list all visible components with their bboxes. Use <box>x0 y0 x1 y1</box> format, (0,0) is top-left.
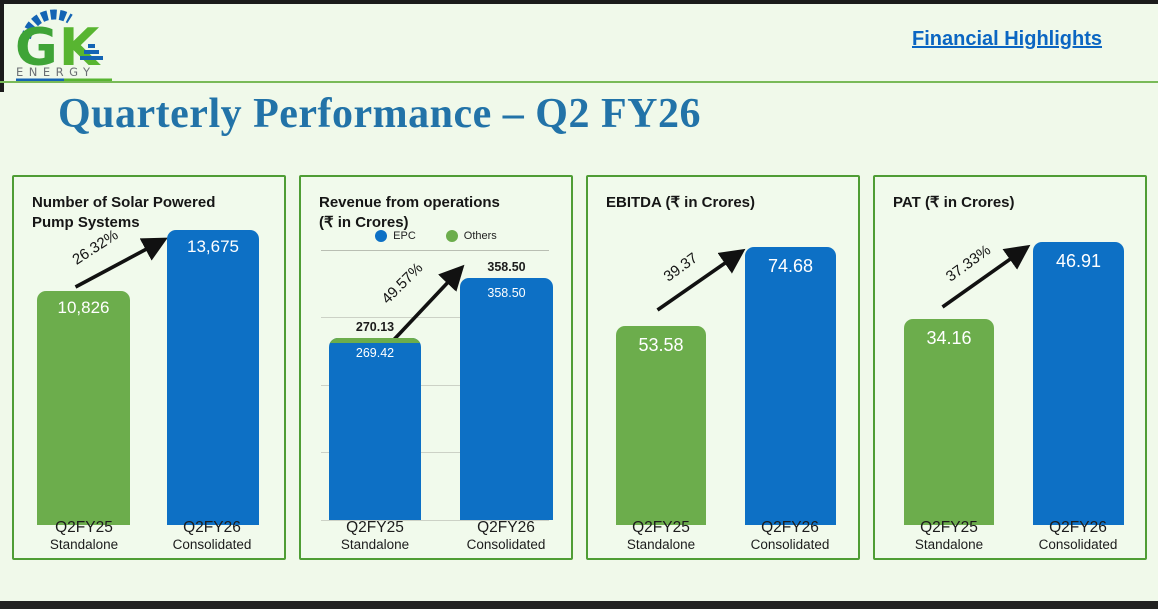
x-axis-label-q2fy26: Q2FY26 Consolidated <box>1008 518 1148 554</box>
chart-title-line1: Number of Solar Powered <box>32 194 216 211</box>
bar-q2fy26-stacked[interactable]: 358.50 358.50 <box>460 260 553 520</box>
legend-item-epc: EPC <box>375 230 416 242</box>
x-label-period: Q2FY26 <box>477 518 535 536</box>
gridline-400 <box>321 250 549 251</box>
bar-total-label: 358.50 <box>487 260 526 274</box>
gridline-0 <box>321 520 549 521</box>
growth-percentage: 49.57% <box>378 259 427 308</box>
epc-legend-dot-icon <box>375 230 388 242</box>
x-label-period: Q2FY26 <box>761 518 819 536</box>
growth-percentage: 39.37 <box>660 249 701 286</box>
chart-title-line1: PAT (₹ in Crores) <box>893 194 1015 211</box>
legend-label: Others <box>463 230 497 242</box>
window-edge-top <box>0 0 1158 4</box>
x-axis-label-q2fy25: Q2FY25 Standalone <box>591 518 731 554</box>
chart-panel-revenue: Revenue from operations (₹ in Crores) EP… <box>299 175 573 560</box>
x-label-period: Q2FY25 <box>920 518 978 536</box>
chart-panel-pump-systems: Number of Solar Powered Pump Systems 26.… <box>12 175 286 560</box>
x-axis-label-q2fy26: Q2FY26 Consolidated <box>436 518 576 554</box>
chart-title-line1: EBITDA (₹ in Crores) <box>606 194 755 211</box>
chart-title: Number of Solar Powered Pump Systems <box>32 193 274 234</box>
chart-title: EBITDA (₹ in Crores) <box>606 193 848 213</box>
x-label-basis: Standalone <box>49 537 119 553</box>
chart-title: Revenue from operations (₹ in Crores) <box>319 193 561 232</box>
bar-value-label: 34.16 <box>926 328 972 348</box>
header: G K ENERGY Financial Highlights <box>0 4 1158 82</box>
x-label-period: Q2FY26 <box>1049 518 1107 536</box>
x-label-basis: Consolidated <box>750 537 830 553</box>
page-title: Quarterly Performance – Q2 FY26 <box>58 91 701 137</box>
x-label-period: Q2FY25 <box>346 518 404 536</box>
bar-q2fy25[interactable]: 34.16 <box>904 319 994 525</box>
gridline-100 <box>321 452 549 453</box>
x-label-period: Q2FY25 <box>632 518 690 536</box>
x-axis-label-q2fy25: Q2FY25 Standalone <box>879 518 1019 554</box>
bar-total-label: 270.13 <box>355 320 395 334</box>
chart-title-line1: Revenue from operations <box>319 194 500 211</box>
bar-q2fy26[interactable]: 46.91 <box>1033 242 1124 525</box>
epc-value-label: 269.42 <box>355 346 395 360</box>
bar-value-label: 13,675 <box>187 237 239 256</box>
x-label-basis: Consolidated <box>466 537 546 553</box>
bar-value-label: 46.91 <box>1055 251 1102 271</box>
x-label-basis: Consolidated <box>172 537 252 553</box>
window-edge-bottom <box>0 601 1158 609</box>
x-axis-label-q2fy25: Q2FY25 Standalone <box>305 518 445 554</box>
gk-energy-logo-icon: G K ENERGY <box>15 9 112 82</box>
chart-panel-pat: PAT (₹ in Crores) 37.33% 34.16 46.91 Q2F… <box>873 175 1147 560</box>
legend: EPC Others <box>301 230 571 242</box>
svg-text:ENERGY: ENERGY <box>16 65 96 79</box>
bar-value-label: 10,826 <box>57 298 110 317</box>
financial-highlights-link[interactable]: Financial Highlights <box>911 28 1102 50</box>
pyramid-icon <box>80 44 103 60</box>
x-label-period: Q2FY26 <box>183 518 241 536</box>
x-label-period: Q2FY25 <box>55 518 113 536</box>
others-legend-dot-icon <box>445 230 458 242</box>
x-label-basis: Standalone <box>914 537 984 553</box>
bar-q2fy26[interactable]: 74.68 <box>745 247 836 525</box>
x-label-basis: Standalone <box>340 537 410 553</box>
legend-item-others: Others <box>445 230 497 242</box>
epc-value-label: 358.50 <box>487 286 526 300</box>
x-label-basis: Consolidated <box>1038 537 1118 553</box>
company-logo: G K ENERGY <box>14 8 118 87</box>
bar-q2fy26[interactable]: 13,675 <box>167 230 259 525</box>
growth-percentage: 37.33% <box>942 241 995 286</box>
svg-text:G: G <box>15 18 58 78</box>
legend-label: EPC <box>393 230 416 242</box>
chart-title-line2: Pump Systems <box>32 214 140 232</box>
x-label-basis: Standalone <box>626 537 696 553</box>
chart-title-line2: (₹ in Crores) <box>319 213 409 231</box>
bar-q2fy25-stacked[interactable]: 270.13 269.42 <box>329 320 421 520</box>
header-divider <box>0 81 1158 83</box>
x-axis-label-q2fy26: Q2FY26 Consolidated <box>720 518 860 554</box>
bar-q2fy25[interactable]: 10,826 <box>37 291 130 525</box>
x-axis-label-q2fy26: Q2FY26 Consolidated <box>142 518 282 554</box>
bar-value-label: 74.68 <box>767 256 814 276</box>
window-edge-left <box>0 0 4 92</box>
bar-q2fy25[interactable]: 53.58 <box>616 326 706 525</box>
bar-value-label: 53.58 <box>638 335 684 355</box>
charts-row: Number of Solar Powered Pump Systems 26.… <box>12 175 1147 560</box>
x-axis-label-q2fy25: Q2FY25 Standalone <box>14 518 154 554</box>
chart-panel-ebitda: EBITDA (₹ in Crores) 39.37 53.58 74.68 Q… <box>586 175 860 560</box>
chart-title: PAT (₹ in Crores) <box>893 193 1135 213</box>
others-segment <box>329 338 421 343</box>
